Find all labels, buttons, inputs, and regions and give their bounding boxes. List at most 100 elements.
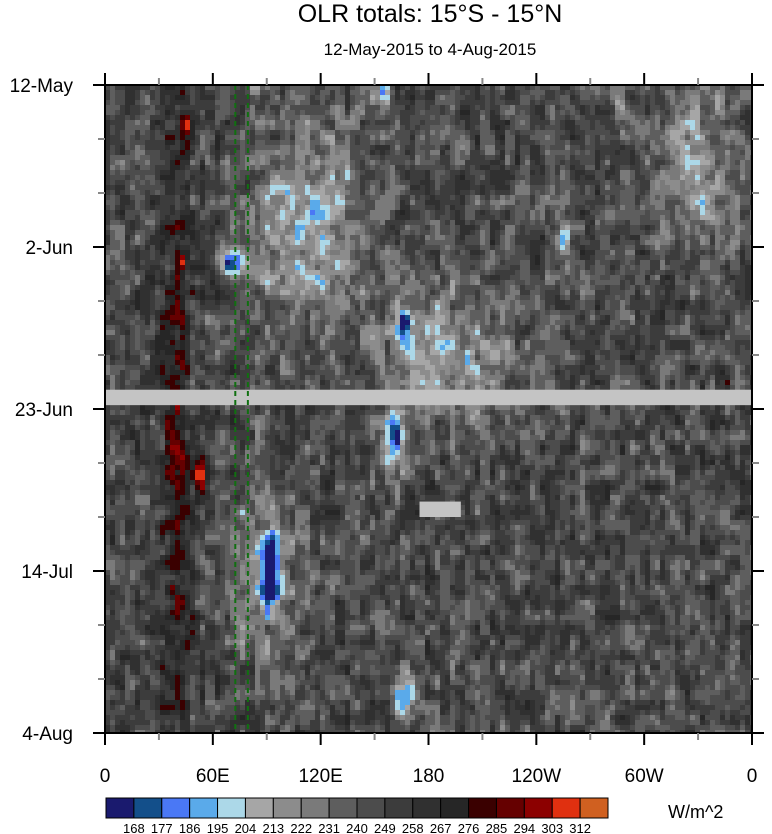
- heatmap-cell: [395, 250, 401, 256]
- heatmap-cell: [295, 230, 301, 236]
- heatmap-cell: [290, 210, 296, 216]
- heatmap-cell: [275, 150, 281, 156]
- heatmap-cell: [695, 255, 701, 261]
- heatmap-cell: [340, 245, 346, 251]
- heatmap-cell: [185, 260, 191, 266]
- heatmap-cell: [725, 140, 731, 146]
- heatmap-cell: [565, 160, 571, 166]
- heatmap-cell: [580, 125, 586, 131]
- heatmap-cell: [325, 120, 331, 126]
- heatmap-cell: [280, 120, 286, 126]
- heatmap-cell: [570, 235, 576, 241]
- heatmap-cell: [180, 135, 186, 141]
- heatmap-cell: [645, 115, 651, 121]
- heatmap-cell: [375, 145, 381, 151]
- heatmap-cell: [165, 135, 171, 141]
- heatmap-cell: [585, 140, 591, 146]
- heatmap-cell: [260, 190, 266, 196]
- heatmap-cell: [520, 105, 526, 111]
- heatmap-cell: [425, 160, 431, 166]
- heatmap-cell: [150, 225, 156, 231]
- heatmap-cell: [560, 125, 566, 131]
- heatmap-cell: [570, 215, 576, 221]
- heatmap-cell: [235, 115, 241, 121]
- heatmap-cell: [270, 145, 276, 151]
- heatmap-cell: [475, 140, 481, 146]
- heatmap-cell: [720, 120, 726, 126]
- heatmap-cell: [605, 190, 611, 196]
- heatmap-cell: [325, 85, 331, 91]
- heatmap-cell: [310, 140, 316, 146]
- heatmap-cell: [275, 145, 281, 151]
- heatmap-cell: [590, 220, 596, 226]
- heatmap-cell: [640, 175, 646, 181]
- heatmap-cell: [645, 100, 651, 106]
- heatmap-cell: [245, 100, 251, 106]
- heatmap-cell: [580, 215, 586, 221]
- heatmap-cell: [220, 155, 226, 161]
- heatmap-cell: [690, 235, 696, 241]
- heatmap-cell: [260, 245, 266, 251]
- heatmap-cell: [315, 235, 321, 241]
- heatmap-cell: [485, 250, 491, 256]
- heatmap-cell: [670, 140, 676, 146]
- heatmap-cell: [295, 275, 301, 281]
- heatmap-cell: [455, 245, 461, 251]
- heatmap-cell: [300, 95, 306, 101]
- heatmap-cell: [130, 210, 136, 216]
- heatmap-cell: [455, 135, 461, 141]
- heatmap-cell: [710, 265, 716, 271]
- heatmap-cell: [135, 160, 141, 166]
- heatmap-cell: [500, 210, 506, 216]
- heatmap-cell: [150, 230, 156, 236]
- heatmap-cell: [665, 135, 671, 141]
- heatmap-cell: [520, 185, 526, 191]
- heatmap-cell: [195, 90, 201, 96]
- heatmap-cell: [125, 110, 131, 116]
- heatmap-cell: [155, 165, 161, 171]
- heatmap-cell: [305, 145, 311, 151]
- heatmap-cell: [275, 90, 281, 96]
- heatmap-cell: [350, 130, 356, 136]
- heatmap-cell: [375, 195, 381, 201]
- heatmap-cell: [300, 225, 306, 231]
- heatmap-cell: [390, 135, 396, 141]
- heatmap-cell: [530, 245, 536, 251]
- heatmap-cell: [380, 115, 386, 121]
- heatmap-cell: [235, 180, 241, 186]
- heatmap-cell: [470, 215, 476, 221]
- heatmap-cell: [465, 150, 471, 156]
- heatmap-cell: [535, 190, 541, 196]
- heatmap-cell: [705, 135, 711, 141]
- heatmap-cell: [250, 95, 256, 101]
- heatmap-cell: [525, 215, 531, 221]
- heatmap-cell: [585, 190, 591, 196]
- heatmap-cell: [710, 195, 716, 201]
- heatmap-cell: [555, 270, 561, 276]
- heatmap-cell: [215, 250, 221, 256]
- heatmap-cell: [190, 120, 196, 126]
- heatmap-cell: [235, 230, 241, 236]
- heatmap-cell: [720, 150, 726, 156]
- heatmap-cell: [280, 135, 286, 141]
- heatmap-cell: [275, 260, 281, 266]
- heatmap-cell: [255, 105, 261, 111]
- heatmap-cell: [640, 205, 646, 211]
- heatmap-cell: [490, 175, 496, 181]
- heatmap-cell: [505, 240, 511, 246]
- heatmap-cell: [125, 150, 131, 156]
- heatmap-cell: [565, 135, 571, 141]
- heatmap-cell: [415, 135, 421, 141]
- heatmap-cell: [475, 200, 481, 206]
- heatmap-cell: [370, 140, 376, 146]
- heatmap-cell: [170, 165, 176, 171]
- heatmap-cell: [660, 235, 666, 241]
- heatmap-cell: [200, 215, 206, 221]
- heatmap-cell: [145, 255, 151, 261]
- heatmap-cell: [480, 270, 486, 276]
- heatmap-cell: [220, 145, 226, 151]
- heatmap-cell: [455, 270, 461, 276]
- heatmap-cell: [330, 100, 336, 106]
- heatmap-cell: [555, 240, 561, 246]
- heatmap-cell: [175, 210, 181, 216]
